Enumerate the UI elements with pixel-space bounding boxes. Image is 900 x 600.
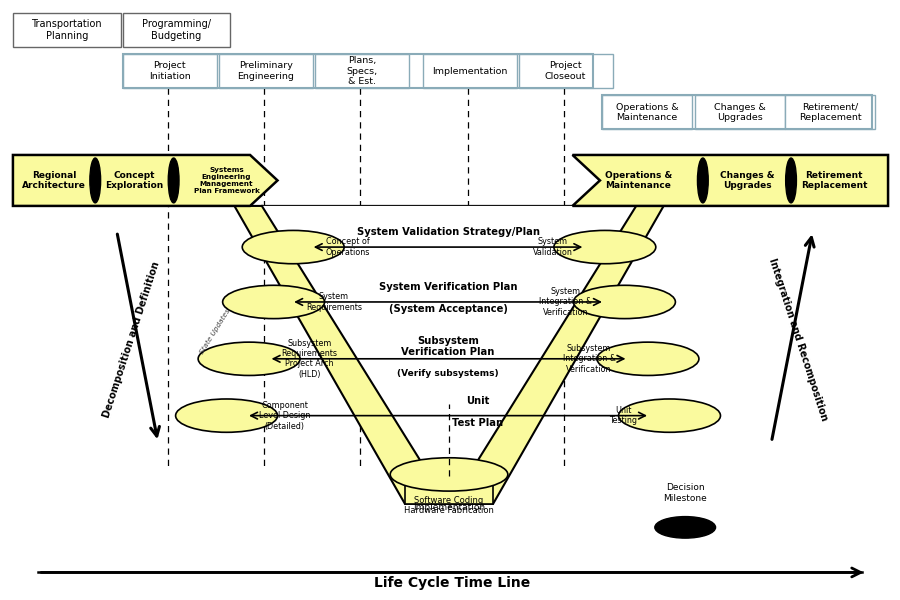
Bar bbox=[13, 13, 121, 47]
Text: Implementation: Implementation bbox=[413, 503, 485, 512]
Text: Life Cycle Time Line: Life Cycle Time Line bbox=[374, 577, 531, 590]
Ellipse shape bbox=[786, 158, 796, 203]
Text: Project
Closeout: Project Closeout bbox=[545, 61, 586, 81]
Polygon shape bbox=[262, 206, 636, 478]
Text: System
Requirements: System Requirements bbox=[306, 292, 362, 311]
Text: Retirement/
Replacement: Retirement/ Replacement bbox=[799, 103, 861, 122]
Text: Integration and Recomposition: Integration and Recomposition bbox=[767, 257, 829, 422]
Text: Retirement
Replacement: Retirement Replacement bbox=[801, 171, 868, 190]
Text: Unit
Testing: Unit Testing bbox=[609, 406, 637, 425]
Bar bbox=[122, 54, 593, 88]
Ellipse shape bbox=[176, 399, 277, 432]
Ellipse shape bbox=[198, 342, 300, 376]
Bar bbox=[602, 95, 692, 130]
Bar bbox=[602, 95, 872, 130]
Text: Verification Plan: Verification Plan bbox=[401, 347, 495, 357]
Text: System Validation Strategy/Plan: System Validation Strategy/Plan bbox=[356, 227, 539, 237]
Bar bbox=[785, 95, 876, 130]
Polygon shape bbox=[13, 155, 277, 206]
Bar bbox=[518, 54, 613, 88]
Text: Operations &
Maintenance: Operations & Maintenance bbox=[616, 103, 679, 122]
Text: (System Acceptance): (System Acceptance) bbox=[389, 304, 508, 314]
Text: Implementation: Implementation bbox=[432, 67, 508, 76]
Text: System
Validation: System Validation bbox=[533, 238, 572, 257]
Ellipse shape bbox=[222, 285, 325, 319]
Text: Subsystem
Requirements
Project Arch
(HLD): Subsystem Requirements Project Arch (HLD… bbox=[282, 338, 338, 379]
Ellipse shape bbox=[597, 342, 699, 376]
Ellipse shape bbox=[573, 285, 675, 319]
Ellipse shape bbox=[391, 458, 508, 491]
Ellipse shape bbox=[242, 230, 344, 264]
Text: Subsystem: Subsystem bbox=[417, 336, 479, 346]
Bar bbox=[315, 54, 409, 88]
Text: State Updates: State Updates bbox=[199, 308, 231, 355]
Text: Changes &
Upgrades: Changes & Upgrades bbox=[720, 171, 774, 190]
Text: Transportation
Planning: Transportation Planning bbox=[32, 19, 102, 41]
Text: Concept
Exploration: Concept Exploration bbox=[105, 171, 164, 190]
Ellipse shape bbox=[655, 517, 716, 538]
Text: Decomposition and Definition: Decomposition and Definition bbox=[102, 260, 161, 419]
Bar bbox=[695, 95, 785, 130]
Ellipse shape bbox=[90, 158, 101, 203]
Ellipse shape bbox=[698, 158, 708, 203]
Text: Changes &
Upgrades: Changes & Upgrades bbox=[715, 103, 766, 122]
Ellipse shape bbox=[618, 399, 721, 432]
Text: Unit: Unit bbox=[466, 396, 489, 406]
Text: (Verify subsystems): (Verify subsystems) bbox=[397, 368, 499, 377]
Text: Concept of
Operations: Concept of Operations bbox=[326, 238, 370, 257]
Text: System
Integration &
Verification: System Integration & Verification bbox=[539, 287, 592, 317]
Text: Regional
Architecture: Regional Architecture bbox=[22, 171, 86, 190]
Text: Subsystem
Integration &
Verification: Subsystem Integration & Verification bbox=[562, 344, 616, 374]
Polygon shape bbox=[572, 155, 888, 206]
Bar bbox=[122, 54, 217, 88]
Text: Software Coding
Hardware Fabrication: Software Coding Hardware Fabrication bbox=[404, 496, 494, 515]
Text: Preliminary
Engineering: Preliminary Engineering bbox=[238, 61, 294, 81]
Text: Plans,
Specs,
& Est.: Plans, Specs, & Est. bbox=[346, 56, 377, 86]
Text: Programming/
Budgeting: Programming/ Budgeting bbox=[142, 19, 211, 41]
Bar bbox=[423, 54, 517, 88]
Bar bbox=[219, 54, 313, 88]
Ellipse shape bbox=[168, 158, 179, 203]
Text: Test Plan: Test Plan bbox=[452, 418, 503, 428]
Text: Operations &
Maintenance: Operations & Maintenance bbox=[605, 171, 671, 190]
Bar bbox=[122, 13, 230, 47]
Bar bbox=[405, 478, 493, 504]
Text: Component
Level Design
(Detailed): Component Level Design (Detailed) bbox=[259, 401, 310, 431]
Text: Decision
Milestone: Decision Milestone bbox=[663, 484, 707, 503]
Ellipse shape bbox=[554, 230, 656, 264]
Text: Systems
Engineering
Management
Plan Framework: Systems Engineering Management Plan Fram… bbox=[194, 167, 259, 194]
Text: Project
Initiation: Project Initiation bbox=[148, 61, 191, 81]
Text: System Verification Plan: System Verification Plan bbox=[379, 282, 518, 292]
Polygon shape bbox=[234, 206, 663, 504]
